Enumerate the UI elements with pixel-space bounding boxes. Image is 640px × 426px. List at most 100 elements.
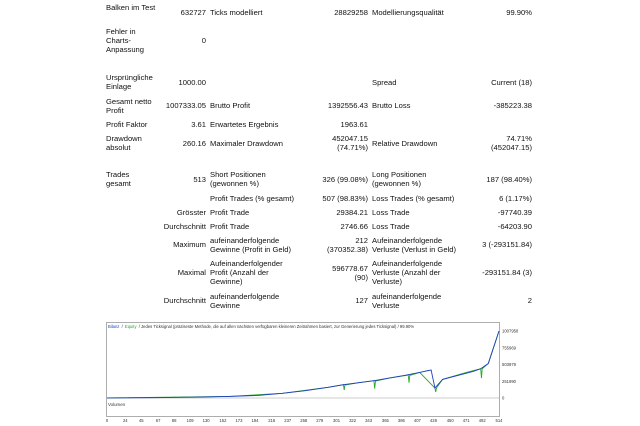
- maximum-label: Maximum: [173, 240, 206, 249]
- loss-trades-value: 6 (1.17%): [499, 194, 532, 203]
- plot-series: [106, 330, 500, 399]
- x-tick-label: 450: [447, 418, 455, 423]
- average-profit-label: Profit Trade: [210, 222, 250, 231]
- largest-loss-value: -97740.39: [497, 208, 532, 217]
- max-consec-losses-label: Aufeinanderfolgende Verluste (Verlust in…: [372, 236, 456, 254]
- max-consec-wins-money: (370352.38): [327, 245, 368, 254]
- gross-profit-value: 1392556.43: [327, 101, 368, 110]
- maximal-loss-value: -293151.84 (3): [482, 268, 532, 277]
- long-value: 187 (98.40%): [486, 175, 532, 184]
- header-balance: Bilanz: [108, 324, 119, 329]
- avg-consec-losses-value: 2: [527, 296, 532, 305]
- avg-consec-wins-value: 127: [355, 296, 368, 305]
- spread-value: Current (18): [491, 78, 532, 87]
- gross-loss-label: Brutto Loss: [372, 101, 411, 110]
- max-consec-losses-value: 3 (-293151.84): [482, 240, 532, 249]
- avg-consec-losses-label: aufeinanderfolgende Verluste: [372, 292, 442, 310]
- avg-consec-label: Durchschnitt: [163, 296, 206, 305]
- maximal-loss-label: Aufeinanderfolgende Verluste (Anzahl der…: [372, 259, 443, 286]
- y-tick-label: 251990: [502, 379, 517, 384]
- x-tick-label: 237: [284, 418, 292, 423]
- y-tick-label: 755969: [502, 345, 517, 350]
- average-loss-label: Loss Trade: [372, 222, 410, 231]
- trades-label: Trades gesamt: [106, 170, 131, 188]
- x-tick-label: 492: [479, 418, 487, 423]
- series-line-bilanz: [106, 330, 500, 399]
- x-tick-label: 407: [414, 418, 422, 423]
- max-drawdown-percent: (74.71%): [337, 143, 368, 152]
- gross-profit-label: Brutto Profit: [210, 101, 251, 110]
- x-tick-label: 109: [187, 418, 195, 423]
- net-profit-value: 1007333.05: [165, 101, 206, 110]
- short-label: Short Positionen (gewonnen %): [210, 170, 266, 188]
- avg-consec-wins-label: aufeinanderfolgende Gewinne: [210, 292, 280, 310]
- errors-label: Fehler in Charts-Anpassung: [106, 27, 144, 54]
- largest-profit-label: Profit Trade: [210, 208, 250, 217]
- equity-chart: Bilanz / Equity / Jedes Ticksignal (präz…: [106, 322, 519, 424]
- x-tick-label: 428: [430, 418, 438, 423]
- x-tick-label: 216: [268, 418, 276, 423]
- profit-trades-value: 507 (98.83%): [322, 194, 368, 203]
- y-tick-label: 0: [502, 396, 505, 401]
- x-tick-label: 45: [139, 418, 144, 423]
- x-tick-label: 194: [251, 418, 259, 423]
- bars-value: 632727: [180, 8, 206, 17]
- x-tick-label: 514: [496, 418, 504, 423]
- ticks-value: 28829258: [334, 8, 368, 17]
- rel-drawdown-money: (452047.15): [491, 143, 532, 152]
- x-tick-label: 471: [463, 418, 471, 423]
- deposit-label: Ursprüngliche Einlage: [106, 73, 153, 91]
- net-profit-label: Gesamt netto Profit: [106, 97, 152, 115]
- gross-loss-value: -385223.38: [493, 101, 532, 110]
- chart-frame: [106, 322, 500, 417]
- expected-payoff-value: 1963.61: [340, 120, 368, 129]
- header-rest: / Jedes Ticksignal (präziseste Methode, …: [139, 324, 415, 329]
- loss-trades-label: Loss Trades (% gesamt): [372, 194, 455, 203]
- max-consec-wins-value: 212: [355, 236, 368, 245]
- rel-drawdown-value: 74.71%: [506, 134, 532, 143]
- maximal-label: Maximal: [177, 268, 206, 277]
- errors-value: 0: [201, 36, 206, 45]
- abs-drawdown-value: 260.16: [182, 139, 206, 148]
- spread-label: Spread: [372, 78, 397, 87]
- header-equity: Equity: [125, 324, 138, 329]
- x-tick-label: 279: [316, 418, 324, 423]
- maximal-profit-label: Aufeinanderfolgender Profit (Anzahl der …: [210, 259, 283, 286]
- x-tick-label: 24: [123, 418, 128, 423]
- bars-label: Balken im Test: [106, 3, 156, 12]
- quality-value: 99.90%: [506, 8, 532, 17]
- quality-label: Modellierungsqualität: [372, 8, 444, 17]
- balance-equity-graph: Bilanz / Equity / Jedes Ticksignal (präz…: [106, 322, 519, 424]
- max-consec-wins-label: aufeinanderfolgende Gewinne (Profit in G…: [210, 236, 292, 254]
- max-drawdown-label: Maximaler Drawdown: [210, 139, 284, 148]
- abs-drawdown-label: Drawdown absolut: [106, 134, 142, 152]
- x-tick-label: 365: [382, 418, 390, 423]
- volume-label: Volumen: [108, 402, 126, 407]
- average-profit-value: 2746.66: [340, 222, 368, 231]
- y-tick-label: 1007958: [502, 329, 518, 334]
- largest-profit-value: 29384.21: [336, 208, 368, 217]
- profit-factor-label: Profit Faktor: [106, 120, 148, 129]
- x-tick-label: 343: [365, 418, 373, 423]
- trades-value: 513: [193, 175, 206, 184]
- largest-label: Grösster: [176, 208, 206, 217]
- x-tick-label: 152: [219, 418, 227, 423]
- short-value: 326 (99.08%): [322, 175, 368, 184]
- average-label: Durchschnitt: [163, 222, 206, 231]
- maximal-profit-count: (90): [354, 273, 368, 282]
- x-tick-label: 301: [333, 418, 341, 423]
- x-tick-label: 67: [156, 418, 161, 423]
- x-tick-label: 130: [203, 418, 211, 423]
- x-tick-label: 322: [349, 418, 357, 423]
- average-loss-value: -64203.90: [497, 222, 532, 231]
- profit-factor-value: 3.61: [191, 120, 206, 129]
- rel-drawdown-label: Relative Drawdown: [372, 139, 438, 148]
- maximal-profit-value: 596778.67: [332, 264, 368, 273]
- long-label: Long Positionen (gewonnen %): [372, 170, 427, 188]
- x-tick-label: 0: [106, 418, 109, 423]
- header-sep: /: [122, 324, 124, 329]
- x-tick-label: 173: [235, 418, 243, 423]
- y-tick-label: 503979: [502, 362, 517, 367]
- x-tick-label: 258: [300, 418, 308, 423]
- y-axis: 1007958 755969 503979 251990 0: [502, 329, 519, 401]
